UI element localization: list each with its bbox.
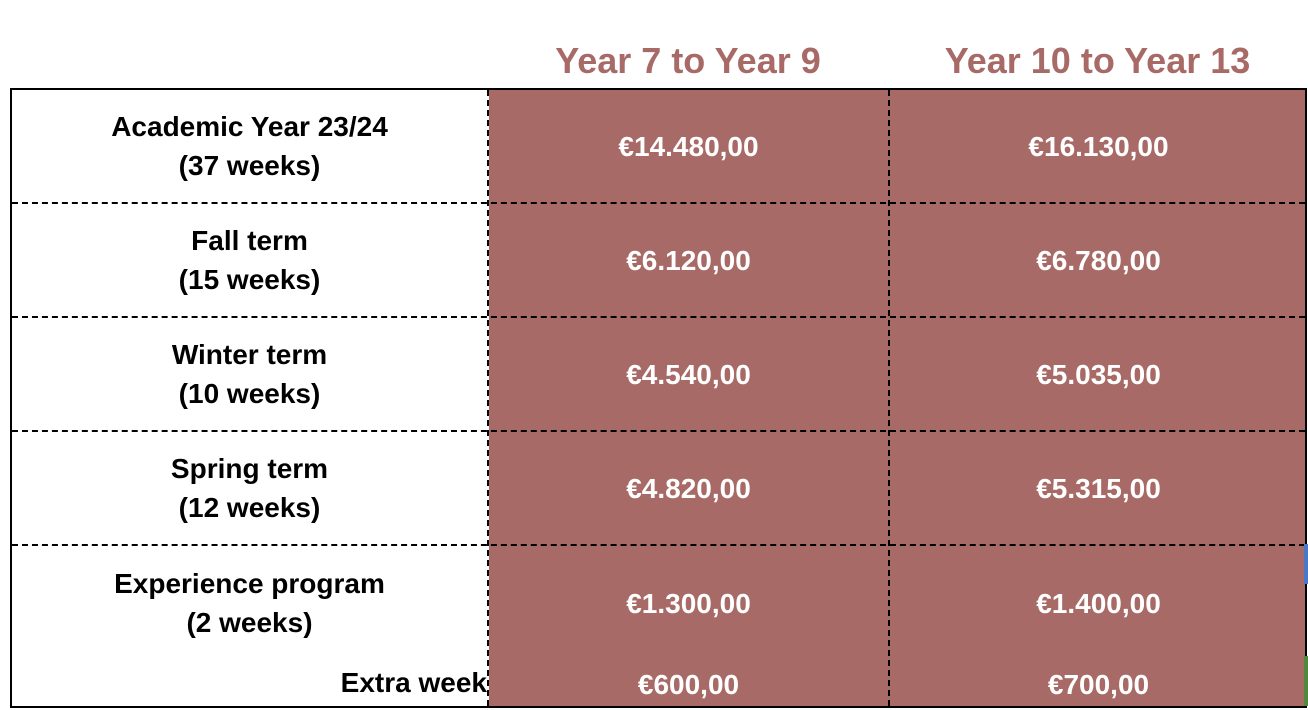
row-label: Experience program (2 weeks) xyxy=(12,546,487,660)
table-row: Fall term (15 weeks) €6.120,00 €6.780,00 xyxy=(12,204,1305,318)
column-divider xyxy=(888,90,890,706)
column-header-year7-9: Year 7 to Year 9 xyxy=(555,40,821,81)
row-label-title: Extra week xyxy=(340,666,487,698)
row-label: Academic Year 23/24 (37 weeks) xyxy=(12,90,487,202)
fee-year10-13: €5.035,00 xyxy=(1036,358,1161,390)
row-label: Spring term (12 weeks) xyxy=(12,432,487,544)
row-label-duration: (2 weeks) xyxy=(186,607,313,638)
row-label-title: Experience program xyxy=(114,568,385,599)
fee-year7-9: €4.540,00 xyxy=(626,358,751,390)
fee-year10-13: €6.780,00 xyxy=(1036,244,1161,276)
fee-year7-9: €6.120,00 xyxy=(626,244,751,276)
row-label-duration: (12 weeks) xyxy=(178,492,321,523)
fee-year7-9: €1.300,00 xyxy=(626,587,751,619)
row-label-title: Winter term xyxy=(171,339,328,370)
fee-values-background xyxy=(489,90,1305,706)
table-row: Extra week €600,00 €700,00 xyxy=(12,660,1305,706)
fee-year7-9: €600,00 xyxy=(637,669,740,700)
table-row: Winter term (10 weeks) €4.540,00 €5.035,… xyxy=(12,318,1305,432)
row-label: Fall term (15 weeks) xyxy=(12,204,487,316)
column-header-year10-13: Year 10 to Year 13 xyxy=(944,40,1251,81)
selection-edge-marker xyxy=(1304,544,1308,584)
fee-table: Academic Year 23/24 (37 weeks) €14.480,0… xyxy=(10,88,1307,708)
fee-year10-13: €5.315,00 xyxy=(1036,472,1161,504)
row-label-duration: (15 weeks) xyxy=(178,264,321,295)
fee-year10-13: €16.130,00 xyxy=(1028,130,1169,162)
row-label-title: Fall term xyxy=(191,225,308,256)
table-row: Academic Year 23/24 (37 weeks) €14.480,0… xyxy=(12,90,1305,204)
fee-year10-13: €700,00 xyxy=(1047,669,1150,700)
fee-year10-13: €1.400,00 xyxy=(1036,587,1161,619)
selection-edge-marker xyxy=(1304,656,1308,706)
row-label-title: Academic Year 23/24 xyxy=(111,111,388,142)
table-row: Spring term (12 weeks) €4.820,00 €5.315,… xyxy=(12,432,1305,546)
row-label-title: Spring term xyxy=(170,453,329,484)
row-label-duration: (10 weeks) xyxy=(178,378,321,409)
row-label: Winter term (10 weeks) xyxy=(12,318,487,430)
table-row: Experience program (2 weeks) €1.300,00 €… xyxy=(12,546,1305,660)
column-divider xyxy=(487,90,489,706)
fee-year7-9: €14.480,00 xyxy=(618,130,759,162)
row-label: Extra week xyxy=(12,660,487,706)
fee-year7-9: €4.820,00 xyxy=(626,472,751,504)
row-label-duration: (37 weeks) xyxy=(178,150,321,181)
